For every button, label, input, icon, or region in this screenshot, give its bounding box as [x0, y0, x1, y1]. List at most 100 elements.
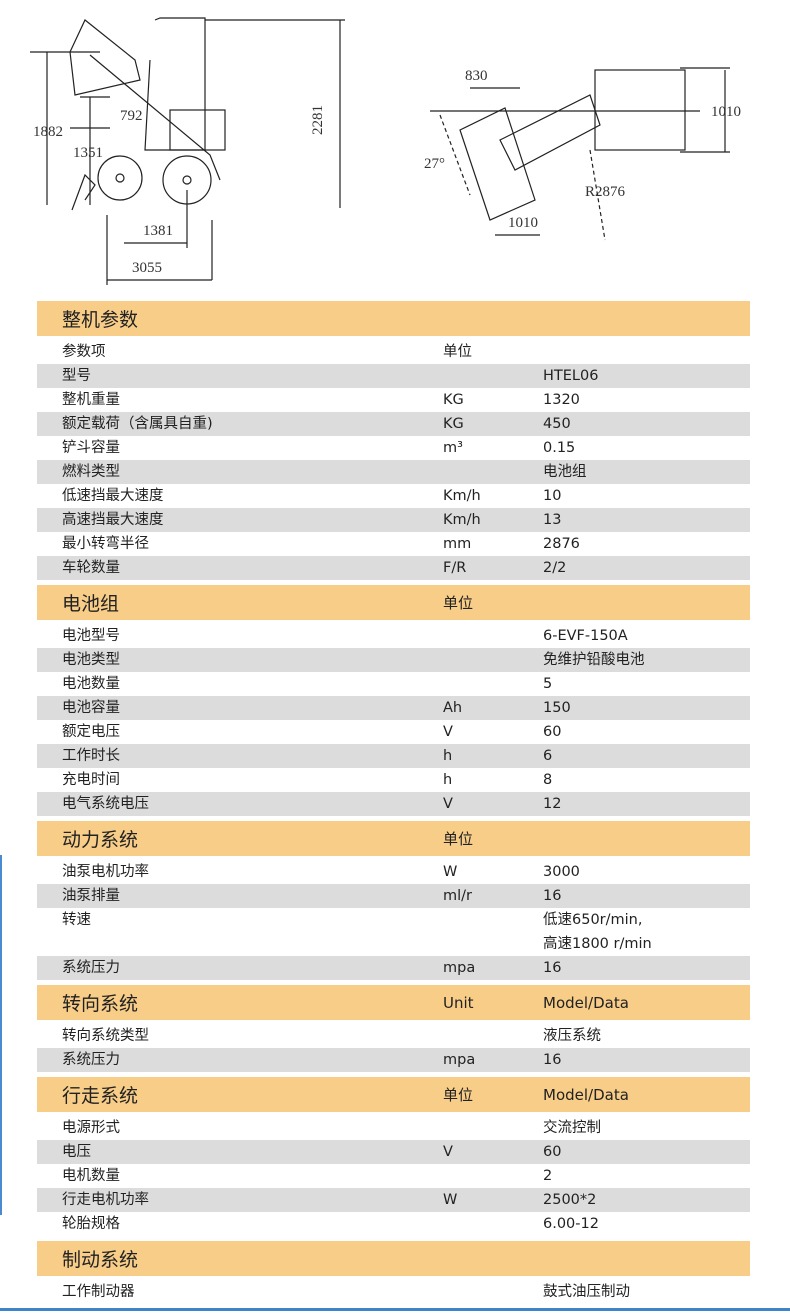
param-value: 鼓式油压制动: [543, 1284, 630, 1300]
section-unit-label: 单位: [443, 594, 474, 612]
param-name: 型号: [62, 368, 91, 384]
param-unit: V: [443, 1144, 453, 1160]
param-unit: V: [443, 724, 453, 740]
spec-row: 电压 V 60: [37, 1140, 750, 1164]
spec-row: 系统压力 mpa 16: [37, 1048, 750, 1072]
param-value: 2/2: [543, 560, 567, 576]
param-name: 油泵排量: [62, 888, 120, 904]
spec-section: 动力系统 单位油泵电机功率 W 3000 油泵排量 ml/r 16 转速 低速650r/min,…: [37, 821, 750, 980]
param-unit: ml/r: [443, 888, 472, 904]
section-title: 制动系统: [62, 1249, 139, 1271]
param-unit: F/R: [443, 560, 467, 576]
param-unit: Km/h: [443, 488, 481, 504]
param-value: 60: [543, 1144, 562, 1160]
spec-table: 整机参数 参数项 单位 型号 HTEL06 整机重量 KG 1320 额定载荷（含属具自重) KG…: [37, 301, 750, 1309]
param-value: HTEL06: [543, 368, 599, 384]
param-name: 最小转弯半径: [62, 536, 149, 552]
param-value: 6-EVF-150A: [543, 628, 628, 644]
param-value: 150: [543, 700, 571, 716]
spec-row: 最小转弯半径 mm 2876: [37, 532, 750, 556]
dim-height-1351: 1351: [73, 145, 103, 161]
param-value: 5: [543, 676, 553, 692]
spec-section: 整机参数 参数项 单位 型号 HTEL06 整机重量 KG 1320 额定载荷（含属具自重) KG…: [37, 301, 750, 580]
spec-row: 工作时长 h 6: [37, 744, 750, 768]
param-unit: Km/h: [443, 512, 481, 528]
param-name: 轮胎规格: [62, 1216, 120, 1232]
spec-row: 电池数量 5: [37, 672, 750, 696]
param-name: 电源形式: [62, 1120, 120, 1136]
spec-row: 电池型号 6-EVF-150A: [37, 624, 750, 648]
spec-row: 电池容量 Ah 150: [37, 696, 750, 720]
param-unit: KG: [443, 392, 464, 408]
param-value: 2500*2: [543, 1192, 597, 1208]
section-unit-label: 单位: [443, 1086, 474, 1104]
spec-row: 电机数量 2: [37, 1164, 750, 1188]
section-unit-label: 单位: [443, 830, 474, 848]
param-name: 行走电机功率: [62, 1192, 149, 1208]
spec-row: 参数项 单位: [37, 340, 750, 364]
param-name: 燃料类型: [62, 464, 120, 480]
param-value: 2876: [543, 536, 580, 552]
dim-radius-2876: R2876: [585, 184, 626, 200]
section-title: 整机参数: [62, 309, 139, 331]
param-value: 8: [543, 772, 553, 788]
param-value: 450: [543, 416, 571, 432]
param-unit: W: [443, 864, 458, 880]
param-name: 转速: [62, 912, 91, 928]
param-unit: mm: [443, 536, 472, 552]
param-unit: KG: [443, 416, 464, 432]
param-name: 电机数量: [62, 1168, 120, 1184]
dim-angle-27: 27°: [424, 156, 445, 172]
param-name: 油泵电机功率: [62, 864, 149, 880]
left-border-line: [0, 855, 2, 1215]
param-value: 16: [543, 888, 562, 904]
section-title: 动力系统: [62, 829, 139, 851]
section-header: 电池组 单位: [37, 585, 750, 620]
param-unit: V: [443, 796, 453, 812]
spec-row: 轮胎规格 6.00-12: [37, 1212, 750, 1236]
dim-length-3055: 3055: [132, 260, 162, 276]
param-value: 1320: [543, 392, 580, 408]
param-value: 免维护铅酸电池: [543, 652, 645, 668]
loader-dimension-drawing: 1882 1351 792 2281 1381 3055 830 1010 27…: [30, 17, 741, 285]
spec-row: 高速挡最大速度 Km/h 13: [37, 508, 750, 532]
param-name: 工作制动器: [62, 1284, 135, 1300]
param-value: 3000: [543, 864, 580, 880]
param-unit: mpa: [443, 1052, 476, 1068]
side-view-loader: [30, 17, 345, 285]
spec-row: 转向系统类型 液压系统: [37, 1024, 750, 1048]
param-name: 铲斗容量: [62, 440, 120, 456]
spec-section: 制动系统工作制动器 鼓式油压制动: [37, 1241, 750, 1304]
param-unit: Ah: [443, 700, 463, 716]
dim-width-1010: 1010: [711, 104, 741, 120]
param-name: 高速挡最大速度: [62, 512, 164, 528]
param-value: 低速650r/min, 高速1800 r/min: [543, 912, 652, 952]
spec-row: 燃料类型 电池组: [37, 460, 750, 484]
spec-row: 额定载荷（含属具自重) KG 450: [37, 412, 750, 436]
param-value: 60: [543, 724, 562, 740]
param-value: 13: [543, 512, 562, 528]
spec-section: 行走系统 单位 Model/Data 电源形式 交流控制 电压 V 60 电机数量 2 行走电机功率…: [37, 1077, 750, 1236]
param-name: 额定载荷（含属具自重): [62, 416, 213, 432]
section-header: 整机参数: [37, 301, 750, 336]
param-name: 电池型号: [62, 628, 120, 644]
spec-row: 充电时间 h 8: [37, 768, 750, 792]
param-name: 车轮数量: [62, 560, 120, 576]
param-unit: h: [443, 748, 453, 764]
top-view-loader: [430, 67, 730, 241]
param-value: 电池组: [543, 464, 587, 480]
param-name: 参数项: [62, 344, 106, 360]
spec-row: 电气系统电压 V 12: [37, 792, 750, 816]
section-title: 行走系统: [62, 1085, 139, 1107]
param-unit: W: [443, 1192, 458, 1208]
param-value: 10: [543, 488, 562, 504]
dim-reach-792: 792: [120, 108, 143, 124]
spec-row: 油泵电机功率 W 3000: [37, 860, 750, 884]
section-header: 行走系统 单位 Model/Data: [37, 1077, 750, 1112]
param-name: 电池数量: [62, 676, 120, 692]
param-name: 系统压力: [62, 1052, 120, 1068]
spec-row: 型号 HTEL06: [37, 364, 750, 388]
param-name: 电池类型: [62, 652, 120, 668]
dim-height-1882: 1882: [33, 124, 63, 140]
spec-row: 整机重量 KG 1320: [37, 388, 750, 412]
